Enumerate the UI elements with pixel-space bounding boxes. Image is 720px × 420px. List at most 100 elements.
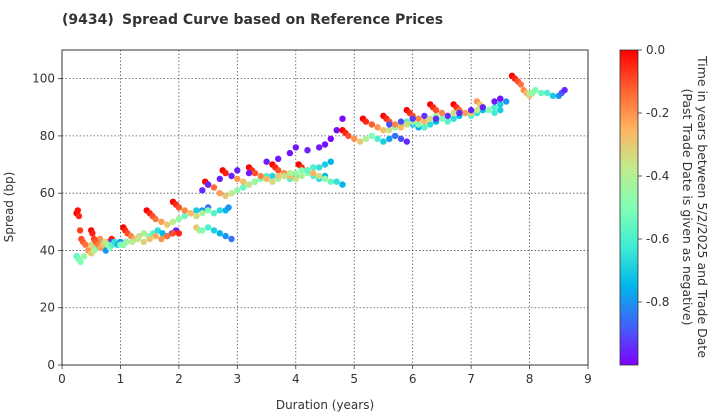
- data-point: [164, 221, 171, 228]
- data-point: [444, 118, 451, 125]
- y-tick-label: 100: [32, 72, 55, 86]
- data-point: [380, 127, 387, 134]
- colorbar-ticks: 0.0 -0.2 -0.4 -0.6 -0.8: [638, 43, 669, 309]
- data-point: [298, 167, 305, 174]
- data-point: [275, 155, 282, 162]
- data-point: [386, 121, 393, 128]
- data-point: [362, 118, 370, 125]
- colorbar-tick-label: -0.8: [646, 295, 669, 309]
- plot-frame: [61, 49, 589, 366]
- x-tick-label: 2: [175, 372, 183, 386]
- data-point: [497, 95, 504, 102]
- data-point: [245, 169, 253, 177]
- data-point: [327, 158, 334, 165]
- x-tick-label: 6: [409, 372, 417, 386]
- data-point: [234, 167, 241, 174]
- data-point: [491, 109, 498, 117]
- x-tick-label: 7: [467, 372, 475, 386]
- data-point: [193, 207, 200, 214]
- data-point: [304, 147, 311, 154]
- data-point: [134, 235, 142, 243]
- data-point: [409, 115, 416, 122]
- data-point: [169, 230, 177, 237]
- data-point: [438, 115, 446, 122]
- data-point: [222, 232, 229, 240]
- data-point: [304, 167, 311, 174]
- data-point: [298, 172, 305, 180]
- data-point: [438, 109, 446, 117]
- data-point: [351, 135, 358, 142]
- data-point: [467, 106, 475, 114]
- data-point: [345, 132, 352, 140]
- x-tick-label: 3: [234, 372, 242, 386]
- data-point: [269, 172, 276, 180]
- data-point: [403, 138, 410, 145]
- data-point: [280, 172, 288, 180]
- data-point: [333, 178, 340, 185]
- colorbar-label-line2: (Past Trade Date is given as negative): [680, 89, 695, 326]
- data-point: [251, 169, 259, 177]
- data-point: [128, 238, 136, 246]
- data-point: [225, 204, 232, 211]
- y-axis-label: Spread (bp): [2, 172, 16, 243]
- x-tick-label: 9: [584, 372, 592, 386]
- data-point: [292, 144, 299, 151]
- data-point: [245, 181, 253, 188]
- data-point: [228, 190, 235, 197]
- data-point: [275, 167, 282, 174]
- y-tick-label: 60: [40, 186, 55, 200]
- data-point: [450, 115, 457, 122]
- data-point: [316, 144, 323, 151]
- data-point: [240, 178, 247, 185]
- data-point: [432, 106, 440, 114]
- data-point: [333, 127, 340, 134]
- data-point: [391, 121, 399, 128]
- x-tick-label: 1: [117, 372, 125, 386]
- data-point: [251, 178, 259, 185]
- data-point: [228, 235, 235, 243]
- data-point: [327, 135, 334, 142]
- data-point: [321, 175, 329, 183]
- data-point: [321, 141, 329, 148]
- data-point: [415, 121, 422, 128]
- data-point: [275, 172, 282, 180]
- data-point: [187, 210, 194, 217]
- colorbar: [620, 50, 638, 365]
- data-point: [427, 121, 434, 128]
- chart-title-code: (9434): [62, 12, 114, 28]
- data-point: [199, 227, 206, 234]
- data-point: [491, 104, 498, 111]
- colorbar-tick-label: -0.2: [646, 106, 669, 120]
- data-point: [316, 164, 323, 171]
- data-point: [123, 238, 130, 246]
- data-point: [158, 235, 165, 243]
- data-point: [140, 230, 147, 237]
- data-point: [421, 118, 428, 125]
- data-point: [199, 210, 206, 217]
- data-point: [356, 138, 364, 145]
- data-point: [152, 215, 159, 223]
- y-tick-label: 40: [40, 243, 55, 257]
- data-point: [204, 181, 212, 188]
- data-point: [181, 207, 188, 214]
- data-point: [491, 98, 498, 105]
- x-tick-label: 0: [58, 372, 66, 386]
- data-point: [216, 190, 223, 197]
- data-point: [497, 106, 504, 114]
- data-point: [473, 106, 481, 114]
- data-point: [386, 127, 393, 134]
- data-point: [339, 115, 346, 122]
- data-point: [193, 212, 200, 220]
- data-point: [204, 224, 212, 231]
- y-axis-ticks: 0 20 40 60 80 100: [32, 72, 62, 372]
- data-point: [532, 86, 539, 94]
- data-point: [175, 204, 183, 211]
- data-point: [269, 178, 276, 185]
- data-point: [403, 121, 410, 128]
- data-point: [421, 124, 428, 131]
- data-point: [310, 164, 317, 171]
- data-point: [397, 124, 405, 131]
- data-point: [538, 89, 545, 97]
- data-point: [321, 161, 329, 168]
- data-point: [89, 230, 96, 237]
